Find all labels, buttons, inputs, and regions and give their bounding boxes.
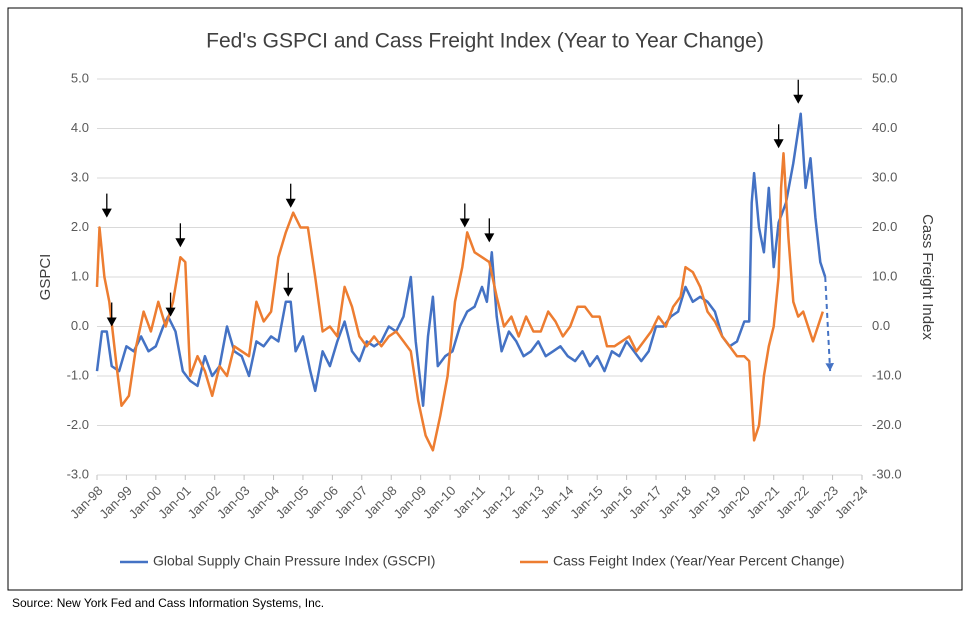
y2-tick-label: 10.0 [872, 268, 897, 283]
y2-tick-label: 50.0 [872, 70, 897, 85]
chart-title: Fed's GSPCI and Cass Freight Index (Year… [206, 30, 764, 53]
y-tick-label: 0.0 [71, 318, 89, 333]
legend-label: Cass Feight Index (Year/Year Percent Cha… [553, 553, 845, 569]
annotation-arrow-head [773, 139, 784, 149]
y-tick-label: 1.0 [71, 268, 89, 283]
y-axis-title: GSPCI [37, 254, 54, 301]
y2-tick-label: 20.0 [872, 219, 897, 234]
projection-head [825, 362, 835, 372]
annotation-arrow-head [285, 198, 296, 208]
y-tick-label: 3.0 [71, 169, 89, 184]
projection-line [824, 276, 832, 372]
y2-tick-label: 40.0 [872, 120, 897, 135]
annotation-arrow-head [175, 238, 186, 248]
annotation-arrow-head [106, 317, 117, 327]
series-line [95, 152, 824, 452]
annotation-arrow-head [459, 218, 470, 228]
y2-tick-label: -30.0 [872, 466, 902, 481]
legend-label: Global Supply Chain Pressure Index (GSCP… [153, 553, 435, 569]
annotation-arrow-head [484, 233, 495, 243]
y-tick-label: -3.0 [67, 466, 89, 481]
y-tick-label: -1.0 [67, 367, 89, 382]
y2-tick-label: -20.0 [872, 417, 902, 432]
y-tick-label: 4.0 [71, 120, 89, 135]
annotation-arrow-head [165, 307, 176, 317]
y2-tick-label: 30.0 [872, 169, 897, 184]
y2-tick-label: 0.0 [872, 318, 890, 333]
y-tick-label: 5.0 [71, 70, 89, 85]
annotation-arrow-head [283, 287, 294, 297]
source-note: Source: New York Fed and Cass Informatio… [12, 596, 324, 610]
y-tick-label: -2.0 [67, 417, 89, 432]
y2-axis-title: Cass Freight Index [919, 214, 936, 340]
annotation-arrow-head [101, 208, 112, 218]
annotation-arrow-head [793, 94, 804, 104]
y-tick-label: 2.0 [71, 219, 89, 234]
y2-tick-label: -10.0 [872, 367, 902, 382]
